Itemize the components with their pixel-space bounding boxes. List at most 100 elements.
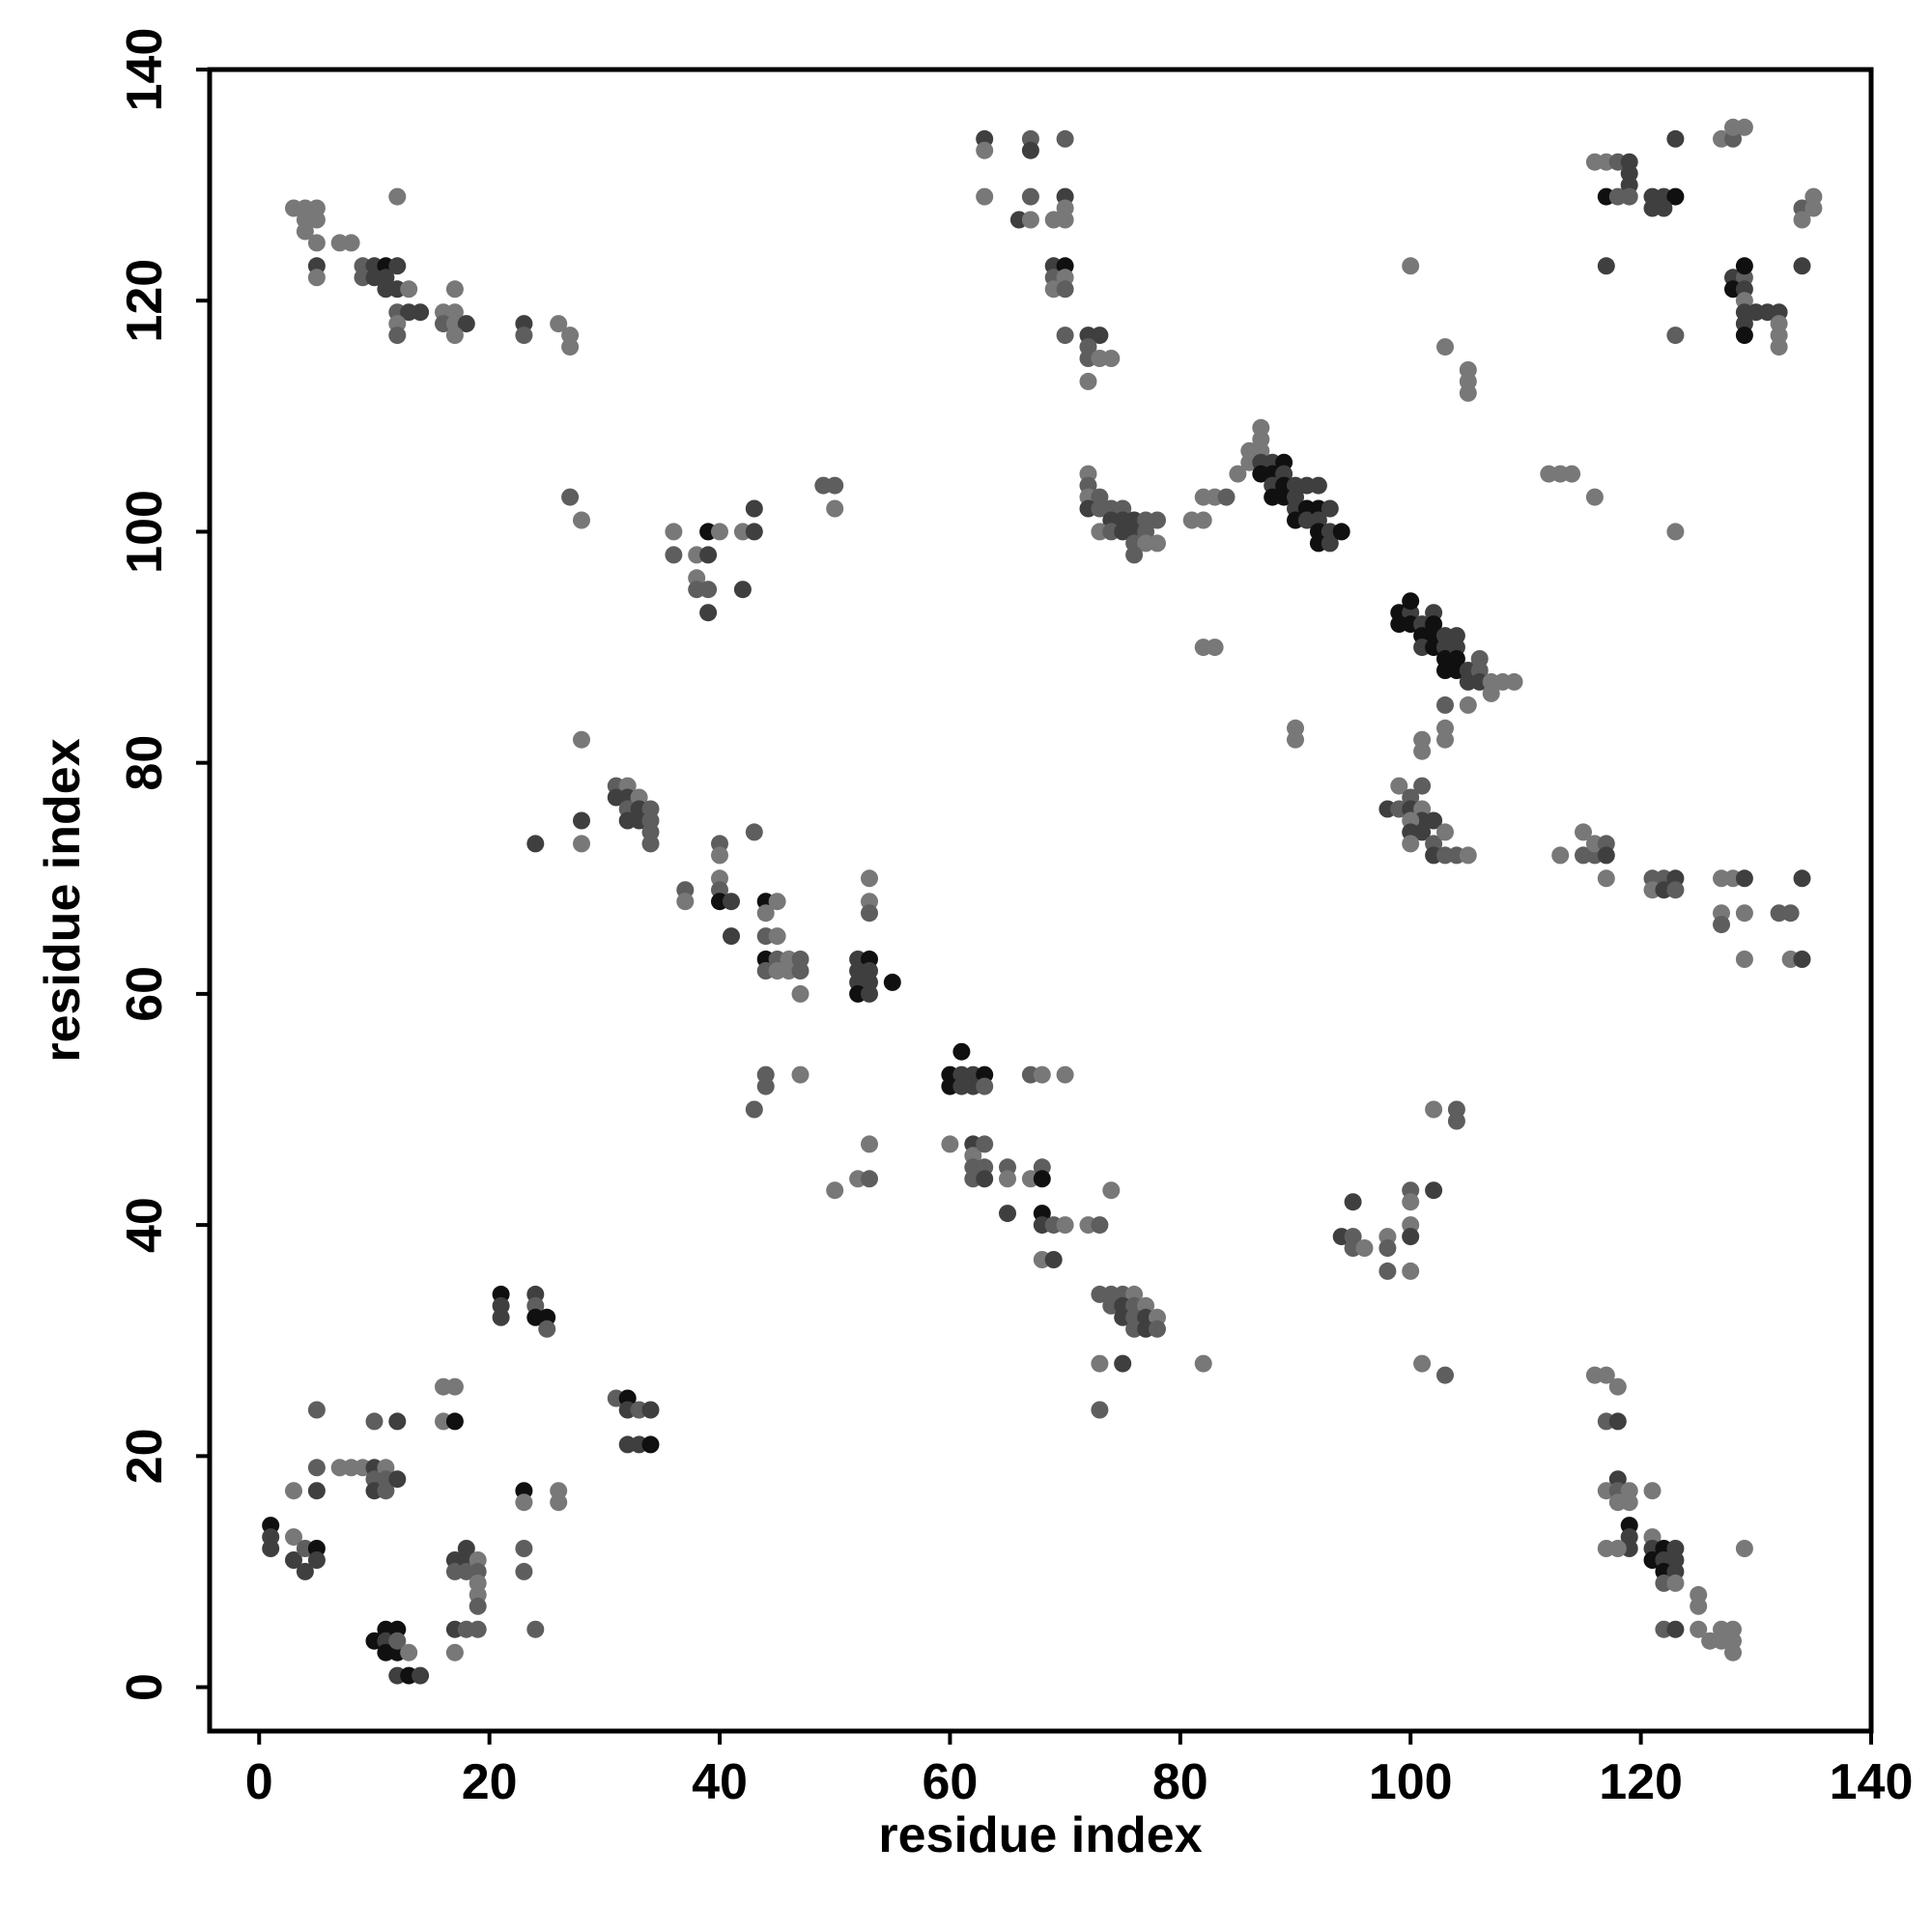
data-point xyxy=(665,523,683,541)
data-point xyxy=(1666,187,1685,206)
data-point xyxy=(1229,465,1247,483)
data-point xyxy=(1344,1193,1362,1211)
data-point xyxy=(515,1493,533,1512)
data-point xyxy=(1585,488,1604,506)
data-point xyxy=(1643,1482,1662,1500)
data-point xyxy=(976,1170,994,1188)
data-point xyxy=(388,187,407,206)
data-point xyxy=(296,1562,314,1580)
data-point xyxy=(1770,338,1788,356)
data-point xyxy=(445,1412,464,1431)
y-tick-label: 120 xyxy=(117,259,173,343)
data-point xyxy=(1033,1065,1051,1084)
data-point xyxy=(1021,141,1039,159)
data-point xyxy=(1091,327,1109,345)
data-point xyxy=(699,581,718,599)
data-point xyxy=(1505,672,1523,691)
y-tick-label: 40 xyxy=(117,1197,173,1253)
data-point xyxy=(941,1135,959,1153)
data-point xyxy=(1149,1320,1166,1338)
data-point xyxy=(1447,1112,1465,1130)
data-point xyxy=(699,604,718,622)
data-point xyxy=(745,523,763,541)
data-point xyxy=(1056,1065,1074,1084)
data-point xyxy=(1149,511,1166,529)
data-point xyxy=(1735,951,1753,968)
x-axis-title: residue index xyxy=(878,1807,1202,1863)
data-point xyxy=(1091,1354,1109,1373)
data-point xyxy=(745,823,763,841)
data-point xyxy=(976,187,994,206)
data-point xyxy=(445,280,464,298)
data-point xyxy=(412,303,430,322)
data-point xyxy=(1436,823,1454,841)
data-point xyxy=(1102,1181,1121,1200)
data-point xyxy=(1194,1354,1212,1373)
data-point xyxy=(1425,811,1443,830)
data-point xyxy=(1413,777,1432,795)
data-point xyxy=(1459,696,1477,714)
x-tick-label: 100 xyxy=(1369,1754,1453,1810)
data-point xyxy=(1793,951,1811,968)
data-point xyxy=(861,1170,878,1188)
data-point xyxy=(826,476,844,495)
data-point xyxy=(469,1620,487,1638)
data-point xyxy=(1620,187,1638,206)
data-point xyxy=(388,257,407,275)
data-point xyxy=(538,1320,556,1338)
y-tick-label: 60 xyxy=(117,966,173,1022)
data-point xyxy=(1402,592,1420,611)
x-tick-label: 120 xyxy=(1599,1754,1683,1810)
data-point xyxy=(1597,257,1615,275)
data-point xyxy=(1033,1170,1051,1188)
data-point xyxy=(1724,1643,1742,1662)
data-point xyxy=(1666,523,1685,541)
data-point xyxy=(861,869,878,888)
data-point xyxy=(641,835,660,853)
data-point xyxy=(1793,257,1811,275)
data-point xyxy=(1194,511,1212,529)
data-point xyxy=(1713,916,1730,934)
data-point xyxy=(365,1412,384,1431)
data-point xyxy=(861,904,878,923)
data-point xyxy=(1436,696,1454,714)
data-point xyxy=(756,1077,775,1095)
y-tick-label: 140 xyxy=(117,28,173,112)
data-point xyxy=(791,984,810,1003)
data-point xyxy=(1252,418,1270,437)
data-point xyxy=(861,1135,878,1153)
data-point xyxy=(745,1100,763,1119)
data-point xyxy=(1666,129,1685,148)
data-point xyxy=(976,1135,994,1153)
data-point xyxy=(1735,257,1753,275)
data-point xyxy=(307,1482,326,1500)
y-tick-label: 100 xyxy=(117,490,173,574)
data-point xyxy=(1551,846,1570,865)
data-point xyxy=(791,962,810,980)
data-point xyxy=(1735,904,1753,923)
data-point xyxy=(573,811,590,830)
data-point xyxy=(573,835,590,853)
data-point xyxy=(1056,1216,1074,1235)
data-point xyxy=(976,141,994,159)
data-point xyxy=(1021,187,1039,206)
data-point xyxy=(1436,1366,1454,1384)
data-point xyxy=(1459,846,1477,865)
data-point xyxy=(883,973,901,991)
data-point xyxy=(1149,534,1166,553)
x-tick-label: 40 xyxy=(692,1754,748,1810)
data-point xyxy=(976,1077,994,1095)
data-point xyxy=(573,511,590,529)
data-point xyxy=(1287,730,1304,749)
data-point xyxy=(1690,1620,1708,1638)
data-point xyxy=(307,234,326,252)
data-point xyxy=(1091,1401,1109,1419)
data-point xyxy=(711,846,728,865)
data-point xyxy=(1402,1228,1420,1246)
data-point xyxy=(377,1482,395,1500)
data-point xyxy=(1402,1193,1420,1211)
data-point xyxy=(1666,1620,1685,1638)
x-axis: 0 20 40 60 80 100 120 140 xyxy=(245,1731,1913,1810)
x-tick-label: 0 xyxy=(245,1754,273,1810)
